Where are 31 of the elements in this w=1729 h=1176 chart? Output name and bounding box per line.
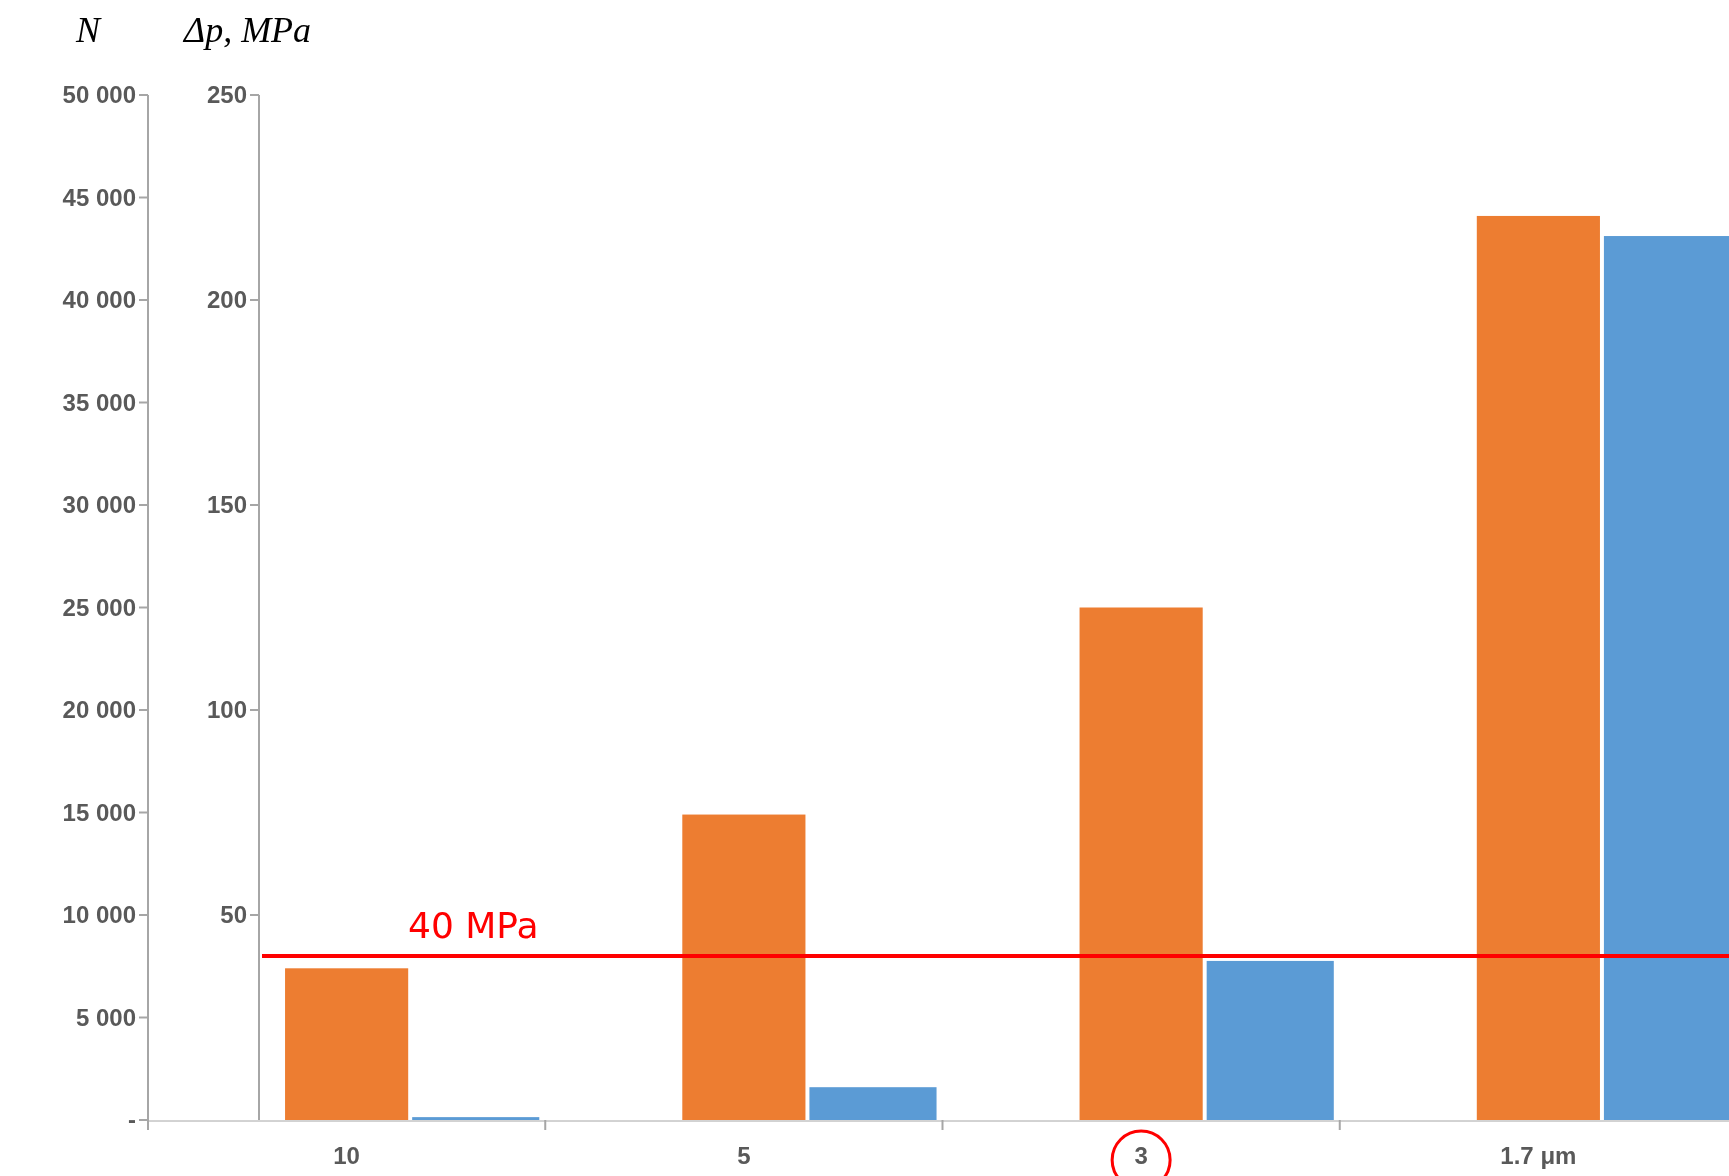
y-tick-label: 5 000 [75, 1003, 136, 1031]
x-tick-label: 1.7 μm [1500, 1142, 1577, 1169]
bar [1079, 607, 1203, 1120]
bar [809, 1087, 937, 1120]
y-tick-label: 40 000 [62, 286, 136, 314]
y2-tick-label: 200 [206, 286, 247, 314]
y-tick-label: 35 000 [62, 388, 136, 416]
y2-axis-title: Δp, MPa [182, 10, 312, 50]
y2-tick-label: 50 [220, 901, 247, 929]
bar [682, 814, 806, 1120]
y2-tick-label: 250 [206, 81, 247, 109]
bar [1603, 236, 1729, 1120]
bar [285, 968, 409, 1120]
y-tick-label: 45 000 [62, 183, 136, 211]
y-tick-label: 30 000 [62, 491, 136, 519]
x-tick-label: 3 [1134, 1142, 1148, 1169]
y-tick-label: 50 000 [62, 81, 136, 109]
bar [1476, 215, 1600, 1120]
y2-tick-label: 150 [206, 491, 247, 519]
bar [412, 1117, 540, 1120]
y-axis-title: N [75, 10, 102, 50]
y-tick-label: 25 000 [62, 593, 136, 621]
y-tick-label: - [128, 1106, 136, 1134]
y-tick-label: 20 000 [62, 696, 136, 724]
ref-line-label: 40 MPa [408, 905, 539, 946]
bar [1206, 960, 1334, 1120]
x-tick-label: 10 [333, 1142, 360, 1169]
y-tick-label: 15 000 [62, 798, 136, 826]
y-tick-label: 10 000 [62, 901, 136, 929]
x-tick-label: 5 [737, 1142, 751, 1169]
y2-tick-label: 100 [206, 696, 247, 724]
